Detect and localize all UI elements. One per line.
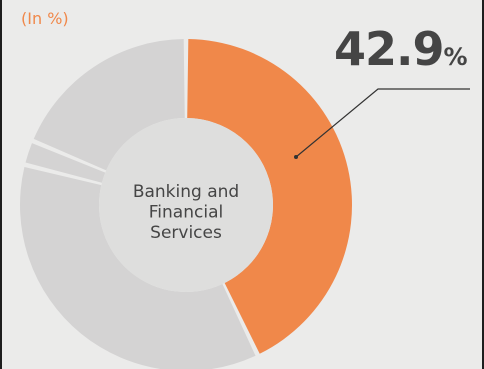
donut-center-disc: [99, 118, 273, 292]
center-label-line: Services: [150, 223, 222, 243]
donut-slice-2: [25, 143, 106, 183]
unit-label: (In %): [21, 9, 69, 28]
center-label-line: Banking and: [133, 182, 239, 202]
donut-slice-3: [33, 39, 185, 171]
center-label: Banking and Financial Services: [133, 182, 239, 243]
donut-slices: [20, 39, 352, 369]
highlight-number: 42.9: [334, 22, 444, 76]
highlight-value: 42.9%: [334, 22, 468, 76]
frame-right-border: [482, 0, 484, 369]
donut-slice-1: [20, 166, 256, 369]
highlight-suffix: %: [443, 43, 468, 71]
leader-line: [295, 88, 470, 158]
leader-dot: [294, 155, 298, 159]
center-label-line: Financial: [149, 202, 223, 222]
donut-slice-highlighted: [187, 39, 352, 354]
frame-left-border: [0, 0, 2, 369]
